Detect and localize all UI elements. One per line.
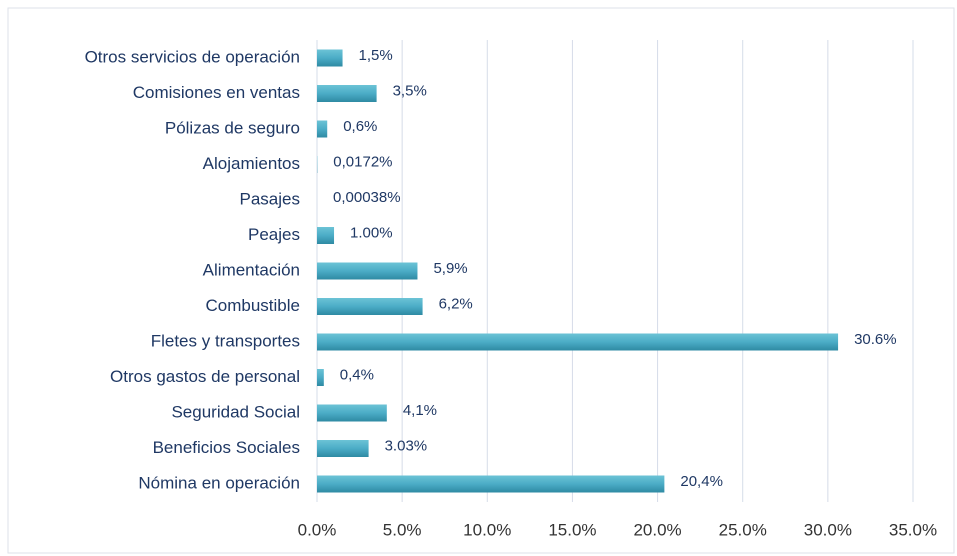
data-label: 3,5%: [393, 82, 427, 99]
y-category-label: Combustible: [206, 296, 301, 315]
y-category-label: Comisiones en ventas: [133, 83, 300, 102]
x-tick-label: 10.0%: [463, 520, 511, 539]
x-tick-label: 0.0%: [298, 520, 337, 539]
data-label: 0,0172%: [333, 153, 392, 170]
bar: [317, 333, 839, 351]
bar: [317, 120, 328, 138]
x-tick-label: 30.0%: [804, 520, 852, 539]
y-category-label: Seguridad Social: [171, 402, 300, 421]
x-tick-label: 25.0%: [719, 520, 767, 539]
bar: [317, 49, 343, 67]
bar: [317, 440, 369, 457]
x-tick-label: 5.0%: [383, 520, 422, 539]
y-category-label: Alojamientos: [203, 154, 300, 173]
bar: [317, 227, 335, 244]
bar: [317, 298, 423, 315]
data-label: 0,00038%: [333, 189, 401, 206]
bar: [317, 404, 387, 422]
data-label: 4,1%: [403, 402, 437, 419]
data-label: 0,6%: [343, 118, 377, 135]
y-category-label: Alimentación: [203, 260, 300, 279]
y-category-label: Otros servicios de operación: [85, 47, 300, 66]
x-tick-label: 20.0%: [633, 520, 681, 539]
x-tick-label: 35.0%: [889, 520, 937, 539]
data-label: 6,2%: [439, 295, 473, 312]
y-category-label: Otros gastos de personal: [110, 367, 300, 386]
y-category-label: Peajes: [248, 225, 300, 244]
data-label: 20,4%: [680, 473, 723, 490]
data-label: 3.03%: [385, 437, 428, 454]
bar: [317, 85, 377, 102]
y-category-label: Pasajes: [240, 189, 300, 208]
data-label: 1,5%: [359, 47, 393, 64]
bar: [317, 369, 324, 386]
chart-frame: [7, 7, 955, 554]
y-category-label: Beneficios Sociales: [153, 438, 300, 457]
data-label: 5,9%: [433, 260, 467, 277]
y-category-label: Fletes y transportes: [151, 331, 300, 350]
data-label: 0,4%: [340, 366, 374, 383]
bar: [317, 262, 418, 280]
data-label: 1.00%: [350, 224, 393, 241]
y-category-label: Nómina en operación: [138, 473, 300, 492]
y-category-label: Pólizas de seguro: [165, 118, 300, 137]
bar: [317, 475, 665, 493]
data-label: 30.6%: [854, 331, 897, 348]
x-tick-label: 15.0%: [548, 520, 596, 539]
